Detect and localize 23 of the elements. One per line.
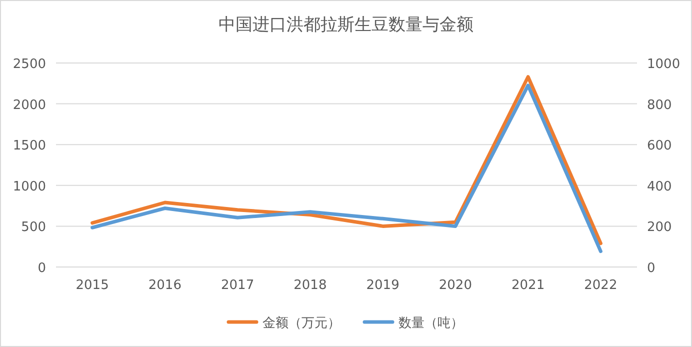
x-tick-label: 2022: [584, 278, 618, 293]
y2-tick-label: 600: [647, 138, 672, 154]
x-tick-label: 2021: [512, 278, 545, 293]
y2-tick-label: 1000: [647, 57, 680, 72]
y-tick-label: 0: [38, 261, 46, 276]
x-tick-label: 2018: [294, 278, 327, 293]
legend-label: 数量（吨）: [398, 316, 464, 331]
x-tick-label: 2015: [76, 278, 109, 293]
y2-tick-label: 200: [647, 220, 672, 236]
y-tick-label: 500: [21, 220, 46, 236]
chart-title: 中国进口洪都拉斯生豆数量与金额: [218, 15, 474, 35]
x-tick-label: 2019: [366, 278, 400, 293]
y2-tick-label: 800: [647, 98, 672, 113]
y2-tick-label: 0: [647, 261, 656, 276]
x-tick-label: 2020: [438, 278, 472, 293]
x-tick-label: 2016: [148, 278, 182, 293]
y2-tick-label: 400: [647, 179, 672, 194]
y-tick-label: 2500: [12, 57, 46, 72]
legend-label: 金额（万元）: [262, 316, 340, 331]
x-tick-label: 2017: [221, 278, 254, 293]
y-tick-label: 1000: [12, 179, 46, 194]
y-tick-label: 1500: [12, 138, 46, 154]
y-tick-label: 2000: [12, 98, 46, 113]
